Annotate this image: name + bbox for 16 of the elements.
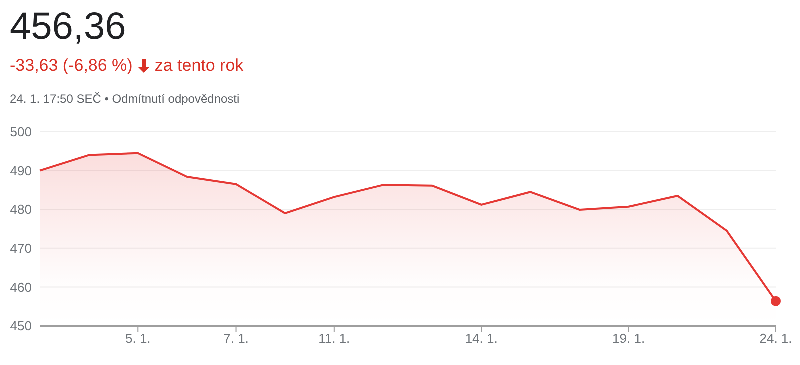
text: 24. 1. 17:50 SEČ • Odmítnutí odpovědnosti [10,92,240,106]
y-tick-label: 480 [10,202,32,218]
x-tick-label: 14. 1. [465,331,498,346]
x-tick-label: 7. 1. [224,331,249,346]
x-tick-label: 5. 1. [125,331,151,346]
x-tick-label: 11. 1. [318,331,350,346]
x-tick-label: 19. 1. [612,331,646,346]
y-tick-label: 470 [10,241,32,256]
chart-title: 456,36 [10,6,126,49]
y-tick-label: 450 [10,318,32,334]
x-tick-label: 24. 1. [760,331,792,346]
y-tick-label: 500 [10,124,32,140]
y-tick-label: 460 [10,280,32,295]
chart-subtitle: -33,63 (-6,86 %) [10,56,133,76]
y-tick-label: 490 [10,163,32,178]
text: za tento rok [154,56,244,76]
